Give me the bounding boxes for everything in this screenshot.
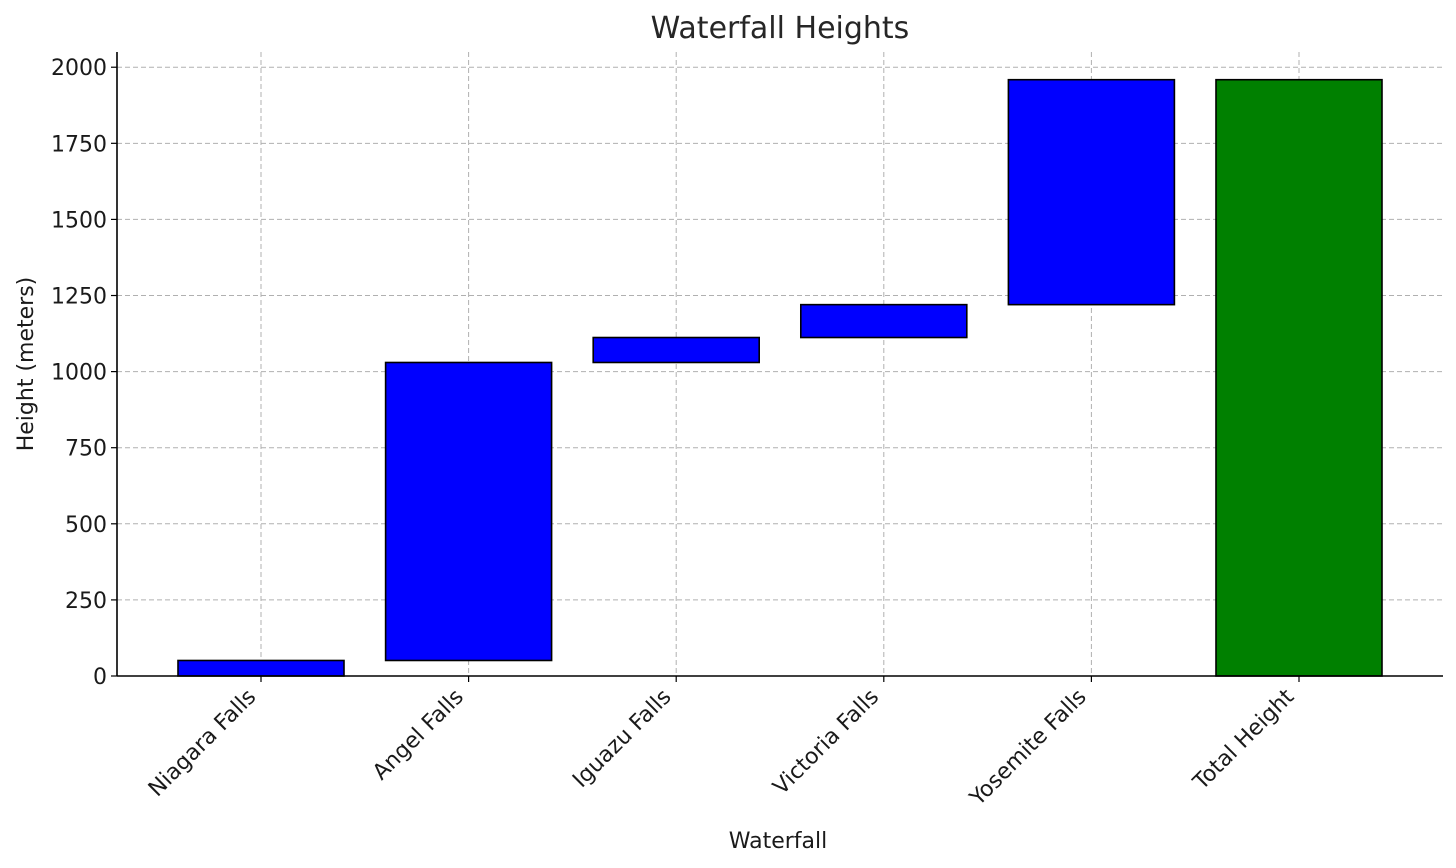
y-tick-label: 1750 — [51, 132, 107, 157]
chart-title: Waterfall Heights — [651, 11, 910, 46]
x-axis-ticks: Niagara Falls Angel Falls Iguazu Falls Vict… — [144, 676, 1300, 811]
bars — [177, 78, 1383, 677]
y-tick-label: 750 — [65, 437, 107, 462]
y-tick-label: 500 — [65, 513, 107, 538]
x-axis-label: Waterfall — [729, 829, 827, 854]
x-tick-label: Total Height — [1188, 684, 1299, 795]
y-tick-label: 0 — [93, 665, 107, 690]
bar-iguazu-falls — [592, 336, 761, 364]
y-tick-label: 1250 — [51, 285, 107, 310]
bar-victoria-falls — [799, 303, 968, 339]
y-tick-label: 2000 — [51, 56, 107, 81]
axes — [116, 52, 1443, 677]
x-tick-label: Angel Falls — [368, 685, 469, 786]
x-tick-label: Victoria Falls — [769, 685, 884, 800]
y-tick-label: 250 — [65, 589, 107, 614]
bar-yosemite-falls — [1007, 78, 1176, 306]
x-tick-label: Niagara Falls — [144, 685, 261, 802]
bar-niagara-falls — [177, 659, 345, 677]
x-tick-label: Yosemite Falls — [965, 685, 1092, 812]
y-axis-ticks: 0 250 500 750 1000 1250 1500 1750 2000 — [51, 56, 117, 690]
y-axis-label: Height (meters) — [14, 277, 39, 452]
total-bar — [1215, 78, 1383, 677]
bar-angel-falls — [384, 361, 553, 662]
y-tick-label: 1000 — [51, 361, 107, 386]
x-tick-label: Iguazu Falls — [568, 685, 676, 793]
y-tick-label: 1500 — [51, 208, 107, 233]
